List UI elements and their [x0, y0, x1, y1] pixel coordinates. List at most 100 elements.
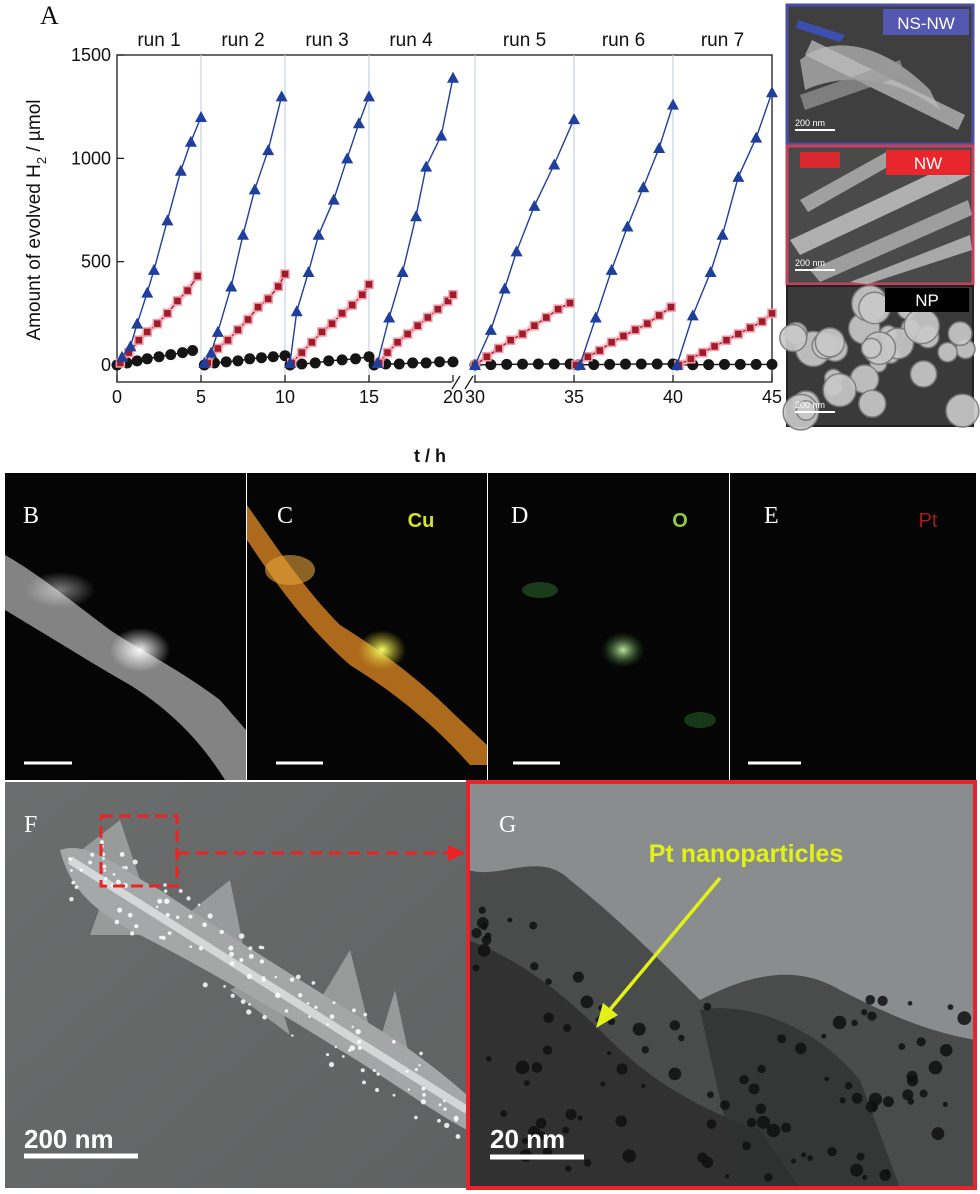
- sem-insets: NS-NW 200 nm NW 200 nm NP 200 nm: [779, 3, 980, 431]
- data-point-np: [485, 359, 497, 371]
- g-nanoparticle: [725, 1174, 730, 1179]
- panel-b-label: B: [23, 503, 39, 529]
- data-point-np: [407, 357, 419, 369]
- g-nanoparticle: [801, 1152, 807, 1158]
- f-nanoparticle: [102, 864, 107, 869]
- g-nanoparticle: [471, 928, 482, 939]
- run-label: run 3: [305, 30, 348, 51]
- data-series: [111, 71, 778, 371]
- g-nanoparticle: [600, 1081, 606, 1087]
- f-nanoparticle: [74, 885, 79, 889]
- zoom-region-box: [99, 814, 179, 888]
- f-nanoparticle: [163, 883, 167, 887]
- x-tick-label: 15: [359, 387, 379, 407]
- panel-f: F 200 nm: [5, 782, 470, 1188]
- panel-b: B: [5, 473, 246, 780]
- data-point-np: [177, 347, 189, 359]
- data-point-np: [548, 358, 560, 370]
- data-point-ns-nw: [716, 228, 729, 240]
- g-nanoparticle: [902, 1089, 914, 1101]
- f-nanoparticle: [372, 1068, 376, 1072]
- data-point-nw: [654, 310, 664, 321]
- f-nanoparticle: [112, 873, 116, 876]
- data-point-nw: [172, 296, 183, 306]
- data-point-np: [750, 358, 762, 370]
- run-label: run 5: [503, 30, 546, 51]
- data-point-np: [718, 358, 730, 370]
- data-point-nw: [767, 308, 777, 319]
- g-nanoparticle: [565, 1108, 577, 1121]
- g-nanoparticle: [856, 1152, 865, 1161]
- g-nanoparticle: [577, 1115, 583, 1121]
- np-particle: [795, 400, 817, 421]
- data-point-ns-nw: [371, 356, 384, 368]
- g-nanoparticle: [931, 1127, 945, 1141]
- f-nanoparticle: [295, 974, 301, 980]
- panel-c-label: C: [277, 503, 293, 529]
- g-nanoparticle: [542, 1045, 553, 1055]
- data-point-ns-nw: [302, 266, 315, 277]
- f-nanoparticle: [357, 1039, 362, 1044]
- data-point-ns-nw: [237, 228, 249, 240]
- sem-scale-nw: 200 nm: [795, 258, 825, 268]
- f-nanoparticle: [103, 869, 107, 872]
- data-point-ns-nw: [195, 111, 207, 122]
- data-point-np: [187, 345, 199, 357]
- g-nanoparticle: [523, 1080, 530, 1086]
- f-nanoparticle: [165, 912, 170, 917]
- f-nanoparticle: [442, 1099, 446, 1103]
- data-point-ns-nw: [312, 228, 325, 240]
- g-nanoparticle: [521, 1137, 529, 1144]
- np-particle: [814, 327, 846, 358]
- f-nanoparticle: [308, 1015, 311, 1019]
- f-nanoparticle: [351, 1025, 354, 1029]
- data-point-np: [703, 359, 715, 371]
- series-ns-nw: [116, 71, 778, 370]
- pt-nanoparticles-label: Pt nanoparticles: [649, 840, 844, 868]
- x-tick-label: 10: [275, 387, 295, 407]
- data-point-ns-nw: [667, 98, 679, 110]
- data-point-np: [501, 358, 513, 370]
- f-nanoparticle: [230, 993, 235, 998]
- g-nanoparticle: [868, 1092, 883, 1106]
- data-point-nw: [192, 271, 203, 281]
- data-point-nw: [327, 318, 337, 329]
- g-nanoparticle: [832, 1015, 847, 1030]
- run-label: run 7: [701, 30, 744, 51]
- np-particle: [947, 321, 973, 347]
- f-nanoparticle: [274, 992, 281, 999]
- data-point-ns-nw: [363, 90, 375, 102]
- f-nanoparticle: [314, 1005, 318, 1009]
- g-nanoparticle: [678, 1034, 685, 1042]
- sem-label-np: NP: [915, 291, 939, 310]
- g-nanoparticle: [839, 1097, 846, 1104]
- panel-f-nanoparticles: [68, 840, 461, 1139]
- run-separators: [200, 55, 674, 382]
- data-point-np: [296, 358, 308, 370]
- f-nanoparticle: [70, 869, 73, 872]
- g-nanoparticle: [861, 1009, 868, 1016]
- data-point-np: [153, 351, 165, 363]
- f-nanoparticle: [349, 1045, 356, 1051]
- f-nanoparticle: [376, 1072, 380, 1076]
- data-point-nw: [263, 294, 273, 304]
- f-nanoparticle: [421, 1086, 426, 1091]
- data-point-ns-nw: [621, 220, 634, 232]
- f-nanoparticle: [207, 913, 213, 919]
- g-nanoparticle: [668, 1067, 682, 1081]
- data-point-ns-nw: [498, 282, 511, 294]
- f-nanoparticle: [117, 907, 123, 913]
- g-nanoparticle: [795, 1042, 807, 1055]
- data-point-nw: [297, 347, 307, 358]
- f-nanoparticle: [262, 1014, 267, 1020]
- y-axis-label: Amount of evolved H2 / µmol: [24, 99, 49, 340]
- sem-inset-ns-nw: NS-NW 200 nm: [785, 3, 975, 146]
- f-nanoparticle: [228, 945, 234, 951]
- g-nanoparticle: [791, 1158, 796, 1164]
- eds-element-o: O: [672, 510, 688, 532]
- data-point-ns-nw: [205, 346, 218, 358]
- f-nanoparticle: [163, 889, 168, 893]
- x-axis: 0 5 10 15 20 30 35 40 45: [112, 375, 782, 407]
- g-nanoparticle: [477, 944, 491, 957]
- g-nanoparticle: [622, 1149, 636, 1163]
